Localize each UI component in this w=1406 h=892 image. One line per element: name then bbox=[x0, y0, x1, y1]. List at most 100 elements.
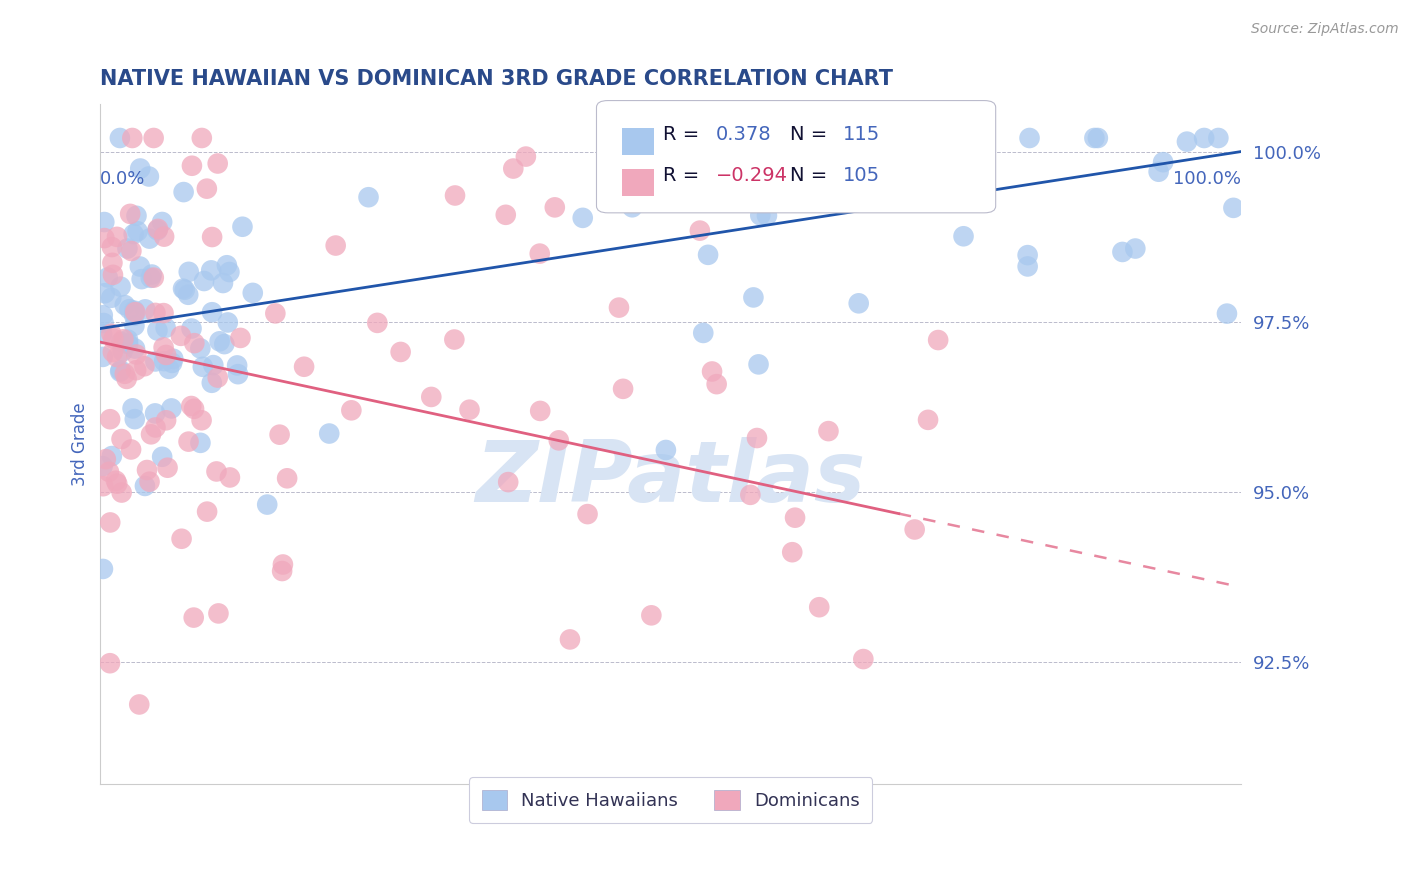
Point bbox=[218, 265, 240, 279]
Point bbox=[120, 442, 142, 457]
Point bbox=[191, 359, 214, 374]
Point bbox=[97, 465, 120, 479]
Point bbox=[124, 305, 146, 319]
Point bbox=[340, 403, 363, 417]
Point bbox=[640, 608, 662, 623]
Point bbox=[117, 333, 139, 347]
Point bbox=[212, 276, 235, 290]
Point bbox=[155, 320, 177, 334]
Point bbox=[122, 227, 145, 242]
Point bbox=[111, 344, 134, 359]
Point bbox=[124, 303, 146, 318]
Point bbox=[271, 558, 294, 572]
Point bbox=[219, 470, 242, 484]
Point bbox=[748, 357, 770, 371]
Point bbox=[1123, 242, 1146, 256]
Text: 105: 105 bbox=[842, 166, 880, 185]
Point bbox=[110, 334, 132, 349]
Point bbox=[139, 270, 162, 285]
Text: −0.294: −0.294 bbox=[716, 166, 789, 185]
Point bbox=[1017, 248, 1039, 262]
Point bbox=[91, 479, 114, 493]
Point bbox=[91, 308, 114, 322]
Text: NATIVE HAWAIIAN VS DOMINICAN 3RD GRADE CORRELATION CHART: NATIVE HAWAIIAN VS DOMINICAN 3RD GRADE C… bbox=[100, 69, 893, 88]
Point bbox=[571, 211, 593, 225]
Text: N =: N = bbox=[790, 125, 834, 145]
Point bbox=[201, 305, 224, 319]
Point bbox=[271, 564, 294, 578]
Point bbox=[366, 316, 388, 330]
Point bbox=[269, 427, 291, 442]
Point bbox=[98, 412, 121, 426]
Point bbox=[1017, 260, 1039, 274]
Point bbox=[114, 298, 136, 312]
Point bbox=[207, 370, 229, 384]
Point bbox=[91, 562, 114, 576]
Point bbox=[318, 426, 340, 441]
Point bbox=[749, 208, 772, 222]
Point bbox=[740, 488, 762, 502]
Point bbox=[1216, 307, 1239, 321]
Point bbox=[927, 333, 949, 347]
Point bbox=[101, 256, 124, 270]
Point bbox=[859, 168, 882, 182]
Point bbox=[128, 260, 150, 274]
Point bbox=[200, 263, 222, 277]
Point bbox=[157, 362, 180, 376]
Point bbox=[444, 188, 467, 202]
Point bbox=[689, 224, 711, 238]
Point bbox=[153, 354, 176, 368]
Point bbox=[181, 159, 204, 173]
Point bbox=[155, 348, 177, 362]
Point bbox=[138, 169, 160, 184]
Point bbox=[755, 209, 778, 223]
Point bbox=[111, 485, 134, 500]
Point bbox=[155, 413, 177, 427]
Point bbox=[114, 367, 136, 381]
Point bbox=[1222, 201, 1244, 215]
Point bbox=[125, 363, 148, 377]
Point bbox=[141, 268, 163, 282]
Point bbox=[97, 270, 120, 285]
Point bbox=[495, 208, 517, 222]
Point bbox=[544, 200, 567, 214]
Point bbox=[612, 382, 634, 396]
Point bbox=[668, 175, 690, 189]
Point bbox=[115, 372, 138, 386]
Point bbox=[156, 460, 179, 475]
Point bbox=[93, 215, 115, 229]
Text: 0.378: 0.378 bbox=[716, 125, 772, 145]
Point bbox=[146, 222, 169, 236]
Point bbox=[201, 230, 224, 244]
Point bbox=[190, 413, 212, 427]
Point bbox=[607, 301, 630, 315]
Point bbox=[576, 507, 599, 521]
Point bbox=[110, 363, 132, 377]
Text: 100.0%: 100.0% bbox=[1173, 170, 1241, 188]
Point bbox=[101, 449, 124, 463]
Point bbox=[91, 350, 114, 364]
Point bbox=[128, 698, 150, 712]
Point bbox=[145, 420, 167, 434]
Point bbox=[803, 178, 825, 193]
Point bbox=[226, 359, 249, 373]
Point bbox=[1192, 131, 1215, 145]
Point bbox=[177, 287, 200, 301]
Point bbox=[134, 479, 156, 493]
Point bbox=[768, 131, 790, 145]
Point bbox=[152, 306, 174, 320]
Point bbox=[458, 402, 481, 417]
Point bbox=[655, 442, 678, 457]
Point bbox=[1175, 135, 1198, 149]
Point bbox=[1018, 131, 1040, 145]
Point bbox=[952, 229, 974, 244]
Point bbox=[229, 331, 252, 345]
Point bbox=[911, 183, 934, 197]
Point bbox=[117, 242, 139, 256]
Point bbox=[529, 246, 551, 260]
Point bbox=[325, 238, 347, 252]
Point bbox=[817, 424, 839, 438]
Point bbox=[108, 365, 131, 379]
Point bbox=[201, 376, 224, 390]
Point bbox=[98, 516, 121, 530]
